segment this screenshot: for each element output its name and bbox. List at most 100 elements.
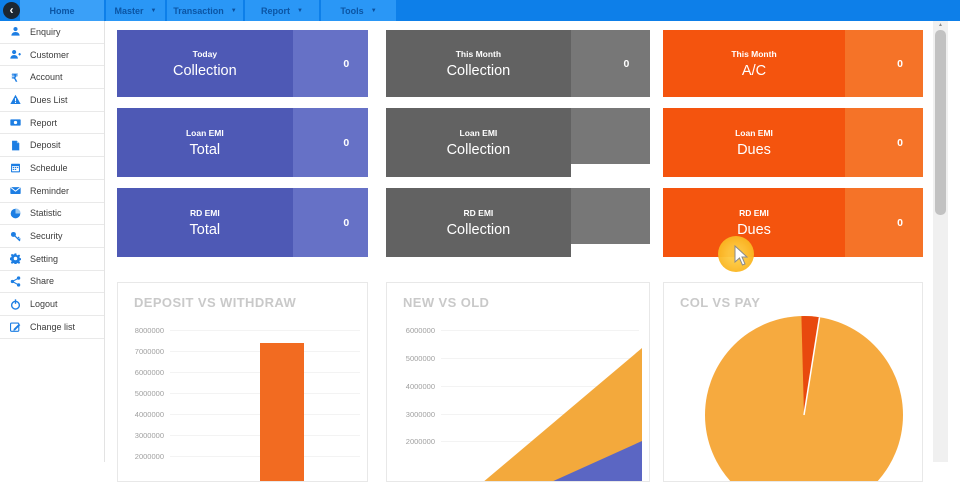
tile-label: Loan EMI Collection bbox=[386, 108, 571, 177]
pie-chart-icon bbox=[10, 208, 21, 219]
sidebar-item-label: Report bbox=[30, 117, 58, 128]
tile-number: 0 bbox=[343, 216, 350, 229]
y-axis-tick: 5000000 bbox=[134, 389, 164, 398]
nav-item-tools[interactable]: Tools ▼ bbox=[321, 0, 396, 21]
tile-value: 0 bbox=[845, 188, 923, 257]
sidebar-item-account[interactable]: ₹ Account bbox=[0, 66, 104, 90]
tile-value bbox=[570, 108, 650, 177]
tile-today-collection[interactable]: Today Collection 0 bbox=[117, 30, 368, 97]
tile-line2: Collection bbox=[173, 62, 237, 79]
y-axis-tick: 4000000 bbox=[134, 410, 164, 419]
tile-loading-strip bbox=[570, 244, 650, 257]
nav-item-home[interactable]: Home bbox=[20, 0, 104, 21]
key-icon bbox=[10, 231, 21, 242]
tile-label: RD EMI Total bbox=[117, 188, 293, 257]
sidebar-item-label: Deposit bbox=[30, 140, 61, 151]
nav-item-transaction[interactable]: Transaction ▼ bbox=[167, 0, 243, 21]
back-icon: ‹ bbox=[9, 3, 14, 17]
bar-deposit bbox=[260, 343, 304, 481]
gridline bbox=[441, 386, 639, 387]
power-icon bbox=[10, 298, 21, 310]
tile-line2: Total bbox=[189, 221, 221, 238]
sidebar: Enquiry Customer ₹ Account Dues List Rep… bbox=[0, 21, 105, 462]
sidebar-item-label: Statistic bbox=[30, 208, 62, 219]
banknote-icon bbox=[10, 117, 21, 128]
chart-deposit-vs-withdraw: DEPOSIT VS WITHDRAW 8000000 7000000 6000… bbox=[117, 282, 368, 482]
y-axis-tick: 5000000 bbox=[405, 354, 435, 363]
scrollbar-thumb[interactable] bbox=[935, 30, 946, 215]
tile-label: This Month A/C bbox=[663, 30, 845, 97]
nav-item-master[interactable]: Master ▼ bbox=[106, 0, 165, 21]
sidebar-item-dues-list[interactable]: Dues List bbox=[0, 89, 104, 112]
sidebar-item-schedule[interactable]: Schedule bbox=[0, 157, 104, 180]
tile-number: 0 bbox=[897, 136, 903, 149]
tile-line2: Collection bbox=[446, 62, 511, 79]
nav-label: Transaction bbox=[173, 5, 224, 16]
pie-slice-separator bbox=[803, 317, 821, 416]
tile-label: Today Collection bbox=[117, 30, 293, 97]
back-button[interactable]: ‹ bbox=[3, 2, 20, 19]
envelope-icon bbox=[10, 185, 21, 196]
sidebar-item-reminder[interactable]: Reminder bbox=[0, 180, 104, 203]
y-axis-tick: 2000000 bbox=[134, 452, 164, 461]
chevron-down-icon: ▼ bbox=[150, 7, 157, 14]
tile-number: 0 bbox=[343, 57, 350, 70]
sidebar-item-logout[interactable]: Logout bbox=[0, 293, 104, 316]
tile-loan-emi-dues[interactable]: Loan EMI Dues 0 bbox=[663, 108, 923, 177]
mouse-cursor-icon bbox=[734, 245, 749, 266]
y-axis-tick: 6000000 bbox=[405, 326, 435, 335]
sidebar-item-deposit[interactable]: Deposit bbox=[0, 134, 104, 158]
sidebar-item-statistic[interactable]: Statistic bbox=[0, 203, 104, 226]
sidebar-item-report[interactable]: Report bbox=[0, 112, 104, 135]
pie-slice-pay bbox=[801, 316, 820, 415]
warning-icon bbox=[10, 94, 21, 105]
tile-number: 0 bbox=[897, 216, 903, 229]
sidebar-item-enquiry[interactable]: Enquiry bbox=[0, 21, 104, 44]
tile-value: 0 bbox=[845, 30, 923, 97]
y-axis-tick: 8000000 bbox=[134, 326, 164, 335]
tile-value: 0 bbox=[570, 30, 650, 97]
pie-series bbox=[705, 316, 903, 481]
nav-item-report[interactable]: Report ▼ bbox=[245, 0, 319, 21]
y-axis-tick: 2000000 bbox=[405, 437, 435, 446]
sidebar-item-label: Schedule bbox=[30, 162, 68, 173]
sidebar-item-share[interactable]: Share bbox=[0, 271, 104, 294]
tile-line2: Dues bbox=[737, 141, 771, 158]
y-axis-tick: 4000000 bbox=[405, 382, 435, 391]
tile-line1: Loan EMI bbox=[735, 127, 773, 138]
file-icon bbox=[10, 140, 21, 151]
tile-label: This Month Collection bbox=[386, 30, 571, 97]
tile-label: Loan EMI Dues bbox=[663, 108, 845, 177]
sidebar-item-label: Share bbox=[30, 276, 55, 287]
sidebar-item-setting[interactable]: Setting bbox=[0, 248, 104, 271]
calendar-icon bbox=[10, 162, 21, 173]
tile-loan-emi-collection[interactable]: Loan EMI Collection bbox=[386, 108, 650, 177]
tile-loan-emi-total[interactable]: Loan EMI Total 0 bbox=[117, 108, 368, 177]
tile-rd-emi-dues[interactable]: RD EMI Dues 0 bbox=[663, 188, 923, 257]
tile-rd-emi-collection[interactable]: RD EMI Collection bbox=[386, 188, 650, 257]
tile-number: 0 bbox=[897, 57, 903, 70]
sidebar-item-change-list[interactable]: Change list bbox=[0, 316, 104, 339]
tile-this-month-collection[interactable]: This Month Collection 0 bbox=[386, 30, 650, 97]
tile-this-month-ac[interactable]: This Month A/C 0 bbox=[663, 30, 923, 97]
tile-line1: Today bbox=[192, 48, 218, 59]
tile-line1: RD EMI bbox=[189, 207, 220, 218]
sidebar-item-customer[interactable]: Customer bbox=[0, 44, 104, 67]
tile-rd-emi-total[interactable]: RD EMI Total 0 bbox=[117, 188, 368, 257]
sidebar-item-label: Change list bbox=[30, 321, 76, 332]
tile-line2: Collection bbox=[446, 221, 511, 238]
person-add-icon bbox=[10, 49, 21, 60]
chart-new-vs-old: NEW VS OLD 6000000 5000000 4000000 30000… bbox=[386, 282, 650, 482]
sidebar-item-label: Reminder bbox=[30, 185, 70, 196]
gridline bbox=[170, 330, 360, 331]
edit-icon bbox=[10, 321, 21, 333]
top-navbar: ‹ Home Master ▼ Transaction ▼ Report ▼ T… bbox=[0, 0, 960, 21]
scrollbar-up-arrow[interactable]: ▲ bbox=[938, 22, 943, 28]
tile-loading-strip bbox=[570, 164, 650, 177]
sidebar-item-security[interactable]: Security bbox=[0, 225, 104, 248]
chart-title: COL VS PAY bbox=[680, 295, 761, 310]
share-icon bbox=[10, 276, 21, 287]
area-series bbox=[484, 348, 642, 481]
nav-label: Report bbox=[261, 5, 291, 16]
tile-line1: Loan EMI bbox=[185, 127, 224, 138]
